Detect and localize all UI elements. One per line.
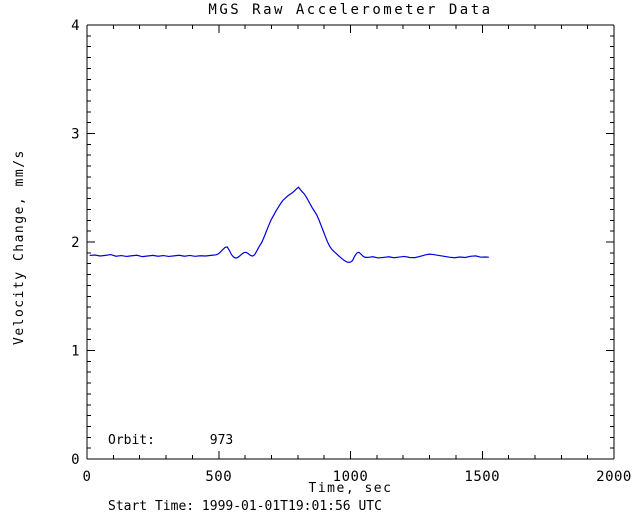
x-axis-label: Time, sec [308, 481, 393, 496]
y-tick-label: 2 [71, 235, 80, 251]
chart-title: MGS Raw Accelerometer Data [208, 2, 493, 18]
annotation-block: Orbit: 973 Start Time: 1999-01-01T19:01:… [108, 386, 382, 512]
x-tick-label: 1500 [464, 469, 500, 485]
x-tick-label: 2000 [596, 469, 632, 485]
velocity-change-line [89, 186, 489, 264]
x-tick-label: 1000 [333, 469, 369, 485]
x-tick-label: 500 [205, 469, 232, 485]
y-axis-label: Velocity Change, mm/s [12, 149, 27, 345]
annotation-start-time: Start Time: 1999-01-01T19:01:56 UTC [108, 499, 382, 512]
x-tick-label: 0 [83, 469, 92, 485]
y-tick-label: 0 [71, 452, 80, 468]
y-tick-label: 4 [71, 18, 80, 34]
y-tick-label: 3 [71, 127, 80, 143]
y-tick-label: 1 [71, 344, 80, 360]
annotation-orbit: Orbit: 973 [108, 433, 234, 448]
